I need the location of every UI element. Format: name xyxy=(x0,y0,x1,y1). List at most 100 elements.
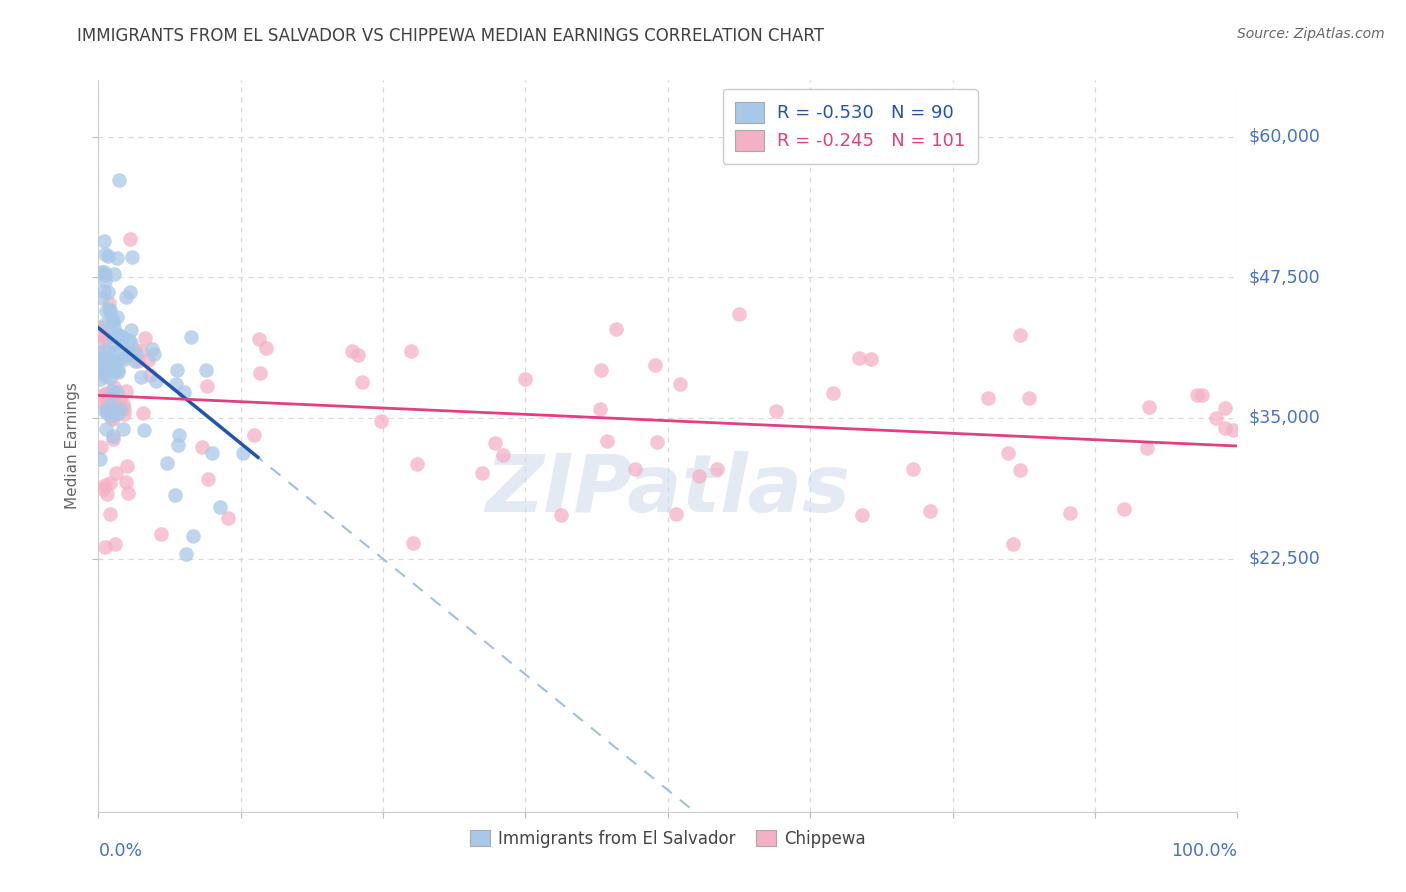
Point xyxy=(150,526,173,541)
Point xyxy=(93,284,115,298)
Point xyxy=(112,422,135,436)
Point xyxy=(1136,441,1159,455)
Point xyxy=(1187,388,1209,402)
Point xyxy=(232,445,254,459)
Point xyxy=(89,328,111,343)
Point xyxy=(402,536,425,550)
Point xyxy=(91,335,114,350)
Point xyxy=(173,384,195,399)
Point xyxy=(93,265,115,279)
Point xyxy=(97,285,120,300)
Point xyxy=(134,331,156,345)
Point xyxy=(118,347,141,361)
Point xyxy=(90,351,112,365)
Point xyxy=(624,462,647,476)
Point xyxy=(1018,391,1040,405)
Point xyxy=(851,508,873,522)
Point xyxy=(104,336,127,351)
Point xyxy=(105,251,128,265)
Point xyxy=(91,327,114,342)
Point xyxy=(644,358,666,372)
Point xyxy=(117,485,139,500)
Point xyxy=(90,440,112,454)
Point xyxy=(103,315,125,329)
Point xyxy=(96,331,118,345)
Point xyxy=(340,344,363,359)
Point xyxy=(124,354,146,368)
Point xyxy=(217,511,239,525)
Point xyxy=(107,327,129,342)
Point xyxy=(96,406,118,420)
Point xyxy=(1213,421,1236,435)
Point xyxy=(1059,506,1081,520)
Point xyxy=(1205,411,1227,425)
Point xyxy=(117,458,139,473)
Point xyxy=(195,379,218,393)
Point xyxy=(121,251,143,265)
Point xyxy=(859,352,882,367)
Point xyxy=(90,265,112,279)
Text: $22,500: $22,500 xyxy=(1249,549,1320,567)
Point xyxy=(90,393,112,408)
Point xyxy=(107,365,129,379)
Point xyxy=(93,362,115,376)
Point xyxy=(98,476,121,491)
Point xyxy=(405,457,427,471)
Point xyxy=(471,467,494,481)
Point xyxy=(1008,327,1031,342)
Point xyxy=(103,356,125,370)
Point xyxy=(105,385,128,400)
Point xyxy=(901,462,924,476)
Point xyxy=(131,406,153,420)
Point xyxy=(115,475,138,490)
Point xyxy=(96,422,118,436)
Point xyxy=(91,350,114,364)
Y-axis label: Median Earnings: Median Earnings xyxy=(65,383,80,509)
Point xyxy=(94,369,117,384)
Point xyxy=(129,343,152,358)
Point xyxy=(104,362,127,376)
Point xyxy=(143,347,166,361)
Point xyxy=(98,402,121,417)
Point xyxy=(101,429,124,443)
Point xyxy=(101,432,124,446)
Point xyxy=(728,307,751,321)
Point xyxy=(94,540,117,554)
Point xyxy=(91,363,114,377)
Point xyxy=(209,500,232,514)
Point xyxy=(167,438,190,452)
Point xyxy=(350,375,373,389)
Point xyxy=(93,234,115,248)
Point xyxy=(98,303,121,318)
Point xyxy=(1215,401,1237,415)
Point xyxy=(596,434,619,449)
Point xyxy=(918,504,941,518)
Point xyxy=(90,365,112,379)
Point xyxy=(688,468,710,483)
Point xyxy=(90,291,112,305)
Point xyxy=(112,407,135,421)
Point xyxy=(163,487,186,501)
Point xyxy=(194,363,217,377)
Point xyxy=(180,329,202,343)
Point xyxy=(1222,423,1244,437)
Point xyxy=(97,302,120,317)
Point xyxy=(550,508,572,522)
Point xyxy=(120,335,142,350)
Legend: Immigrants from El Salvador, Chippewa: Immigrants from El Salvador, Chippewa xyxy=(464,823,872,855)
Point xyxy=(118,344,141,359)
Point xyxy=(977,391,1000,405)
Point xyxy=(107,363,129,377)
Point xyxy=(96,487,118,501)
Point xyxy=(247,332,270,346)
Point xyxy=(1008,463,1031,477)
Point xyxy=(98,371,121,385)
Point xyxy=(107,405,129,419)
Point xyxy=(87,345,110,359)
Text: 100.0%: 100.0% xyxy=(1171,842,1237,860)
Text: $47,500: $47,500 xyxy=(1249,268,1320,286)
Point xyxy=(108,394,131,409)
Point xyxy=(97,394,120,409)
Point xyxy=(89,452,111,467)
Point xyxy=(103,537,125,551)
